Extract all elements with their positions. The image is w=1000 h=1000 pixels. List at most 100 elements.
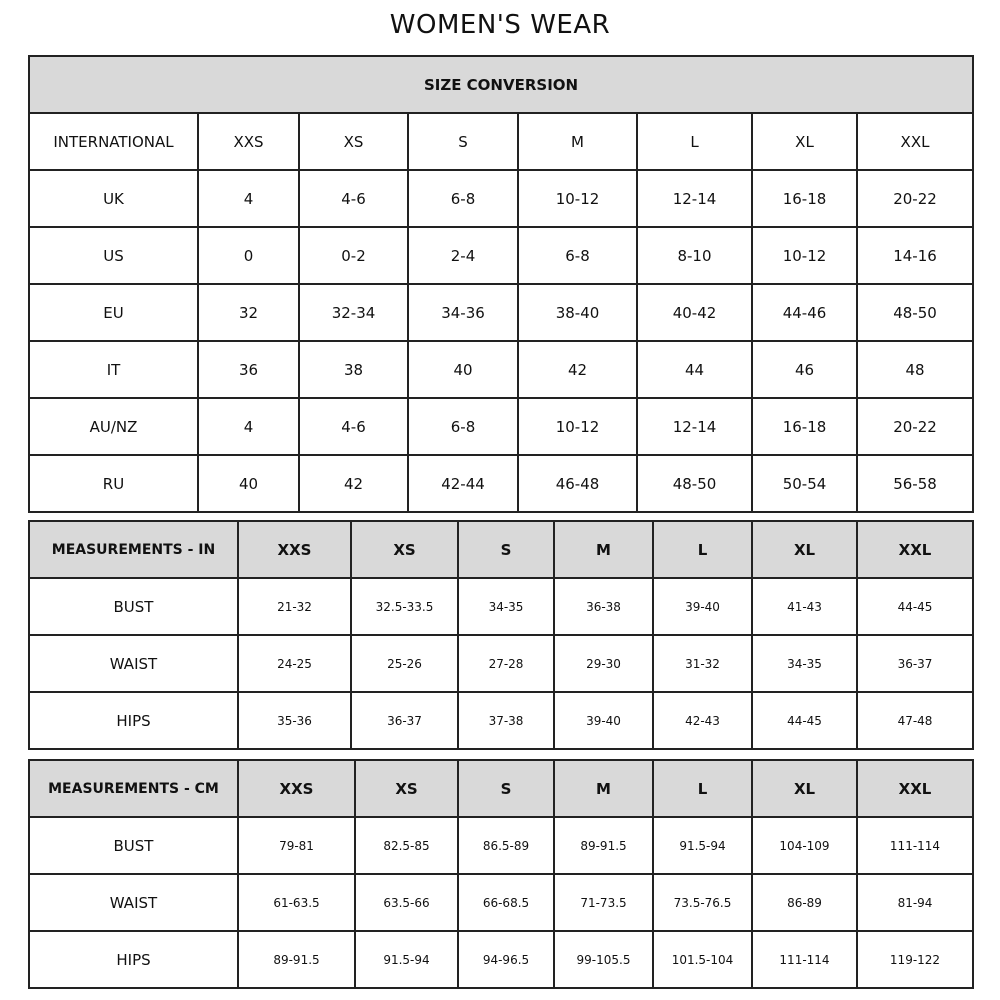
table-cell: 89-91.5 (553, 816, 654, 875)
table-cell: 0-2 (298, 226, 409, 285)
table-cell: 48-50 (636, 454, 753, 513)
table-cell: 32.5-33.5 (350, 577, 459, 636)
table-cell: 39-40 (553, 691, 654, 750)
table-cell: 2-4 (407, 226, 519, 285)
table-cell: 0 (197, 226, 300, 285)
table-cell: 48 (855, 340, 975, 399)
table-cell: 34-35 (751, 634, 858, 693)
size-conversion-heading-row: SIZE CONVERSION (27, 55, 975, 114)
row-label: UK (28, 169, 199, 228)
table-cell: 27-28 (457, 634, 555, 693)
table-cell: 34-36 (407, 283, 519, 342)
table-cell: 31-32 (652, 634, 753, 693)
table-cell: 44-46 (751, 283, 858, 342)
table-cell: 38 (298, 340, 409, 399)
column-header: XXS (237, 520, 352, 579)
table-row: WAIST 24-25 25-26 27-28 29-30 31-32 34-35 36-37 (28, 634, 974, 693)
column-header: S (407, 112, 519, 171)
column-header: XXS (237, 759, 356, 818)
page-title: WOMEN'S WEAR (389, 10, 611, 40)
column-header: XXS (197, 112, 300, 171)
column-header: XL (751, 759, 858, 818)
table-row: BUST 79-81 82.5-85 86.5-89 89-91.5 91.5-94 104… (28, 816, 974, 875)
table-cell: 46-48 (517, 454, 638, 513)
column-header: S (457, 520, 555, 579)
table-cell: 12-14 (636, 169, 753, 228)
table-row: AU/NZ 4 4-6 6-8 10-12 12-14 16-18 20-22 (28, 397, 975, 456)
table-cell: 29-30 (553, 634, 654, 693)
table-cell: 46 (751, 340, 858, 399)
table-cell: 4-6 (298, 397, 409, 456)
table-cell: 104-109 (751, 816, 858, 875)
table-cell: 101.5-104 (652, 930, 753, 989)
table-cell: 34-35 (457, 577, 555, 636)
column-header: XL (751, 520, 858, 579)
table-cell: 48-50 (855, 283, 975, 342)
table-row: HIPS 35-36 36-37 37-38 39-40 42-43 44-45 47-48 (28, 691, 974, 750)
table-cell: 39-40 (652, 577, 753, 636)
table-cell: 6-8 (407, 169, 519, 228)
table-cell: 36-37 (350, 691, 459, 750)
table-cell: 91.5-94 (354, 930, 459, 989)
table-cell: 73.5-76.5 (652, 873, 753, 932)
table-cell: 20-22 (855, 169, 975, 228)
table-row: HIPS 89-91.5 91.5-94 94-96.5 99-105.5 101.5-1… (28, 930, 974, 989)
table-cell: 16-18 (751, 169, 858, 228)
column-header: M (553, 520, 654, 579)
row-label: WAIST (28, 634, 239, 693)
column-header: S (457, 759, 555, 818)
table-cell: 36-38 (553, 577, 654, 636)
column-header: XL (751, 112, 858, 171)
header-row: MEASUREMENTS - IN XXS XS S M L XL XXL (28, 520, 974, 579)
measurements-in-table: MEASUREMENTS - IN XXS XS S M L XL XXL BUST 21-32 3… (28, 520, 974, 750)
table-cell: 40 (407, 340, 519, 399)
row-header-label: INTERNATIONAL (28, 112, 199, 171)
table-cell: 10-12 (517, 397, 638, 456)
table-cell: 50-54 (751, 454, 858, 513)
table-cell: 44-45 (856, 577, 974, 636)
table-cell: 36 (197, 340, 300, 399)
table-cell: 20-22 (855, 397, 975, 456)
table-cell: 89-91.5 (237, 930, 356, 989)
table-cell: 42 (298, 454, 409, 513)
table-cell: 16-18 (751, 397, 858, 456)
table-cell: 40-42 (636, 283, 753, 342)
table-cell: 56-58 (855, 454, 975, 513)
table-cell: 42-44 (407, 454, 519, 513)
row-label: HIPS (28, 930, 239, 989)
header-row: MEASUREMENTS - CM XXS XS S M L XL XXL (28, 759, 974, 818)
row-label: RU (28, 454, 199, 513)
table-cell: 61-63.5 (237, 873, 356, 932)
column-header: XS (298, 112, 409, 171)
table-cell: 6-8 (407, 397, 519, 456)
row-label: BUST (28, 816, 239, 875)
table-cell: 40 (197, 454, 300, 513)
table-row: RU 40 42 42-44 46-48 48-50 50-54 56-58 (28, 454, 975, 513)
table-cell: 41-43 (751, 577, 858, 636)
table-cell: 14-16 (855, 226, 975, 285)
column-header: XXL (855, 112, 975, 171)
table-cell: 12-14 (636, 397, 753, 456)
table-cell: 42 (517, 340, 638, 399)
table-cell: 4 (197, 169, 300, 228)
measurements-cm-table: MEASUREMENTS - CM XXS XS S M L XL XXL BUST 79-81 8… (28, 759, 974, 989)
table-cell: 63.5-66 (354, 873, 459, 932)
column-header: XS (354, 759, 459, 818)
table-cell: 119-122 (856, 930, 974, 989)
table-cell: 21-32 (237, 577, 352, 636)
table-cell: 24-25 (237, 634, 352, 693)
column-header: L (652, 520, 753, 579)
column-header: M (517, 112, 638, 171)
table-cell: 66-68.5 (457, 873, 555, 932)
table-cell: 36-37 (856, 634, 974, 693)
table-cell: 91.5-94 (652, 816, 753, 875)
table-cell: 44 (636, 340, 753, 399)
header-row: INTERNATIONAL XXS XS S M L XL XXL (28, 112, 975, 171)
row-header-label: MEASUREMENTS - CM (28, 759, 239, 818)
table-cell: 35-36 (237, 691, 352, 750)
table-cell: 8-10 (636, 226, 753, 285)
table-row: BUST 21-32 32.5-33.5 34-35 36-38 39-40 41-43 44… (28, 577, 974, 636)
table-cell: 38-40 (517, 283, 638, 342)
table-cell: 47-48 (856, 691, 974, 750)
table-cell: 86.5-89 (457, 816, 555, 875)
